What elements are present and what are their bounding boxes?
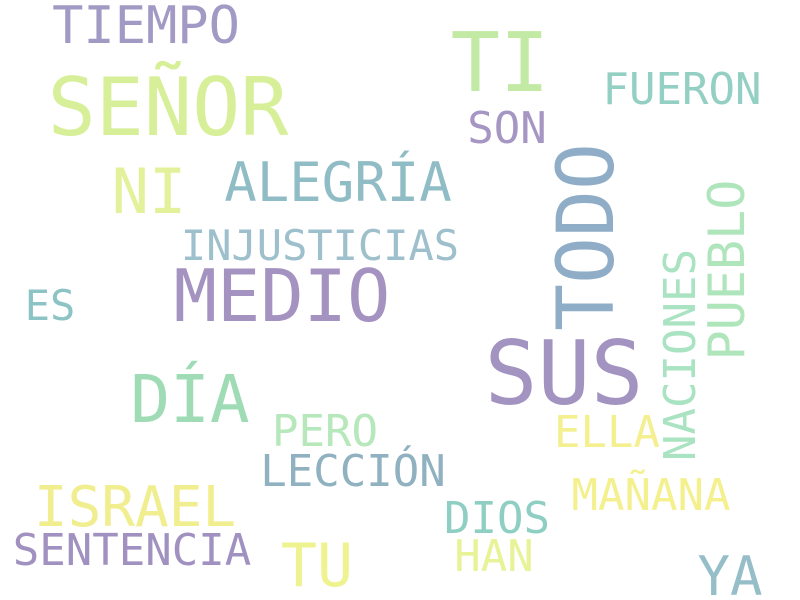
word-dios: DIOS	[444, 493, 550, 544]
word-leccion: LECCIÓN	[260, 446, 446, 497]
word-alegria: ALEGRÍA	[224, 151, 452, 214]
word-israel: ISRAEL	[33, 475, 237, 540]
word-senor: SEÑOR	[47, 61, 289, 154]
word-sentencia: SENTENCIA	[12, 525, 252, 576]
word-ya: YA	[697, 545, 763, 600]
word-sus: SUS	[484, 322, 644, 425]
word-dia: DÍA	[130, 361, 250, 438]
word-ti: TI	[450, 16, 550, 111]
word-pueblo: PUEBLO	[698, 179, 756, 361]
word-es: ES	[24, 281, 76, 330]
word-ella: ELLA	[554, 407, 660, 458]
word-naciones: NACIONES	[655, 249, 706, 461]
word-son: SON	[467, 103, 547, 154]
word-todo: TODO	[542, 143, 632, 331]
word-ni: NI	[111, 155, 187, 228]
word-han: HAN	[454, 531, 534, 582]
word-fueron: FUERON	[602, 64, 762, 115]
word-manana: MAÑANA	[571, 470, 731, 521]
word-injusticias: INJUSTICIAS	[180, 221, 460, 270]
word-medio: MEDIO	[173, 254, 391, 338]
word-tu: TU	[280, 531, 354, 600]
word-pero: PERO	[272, 406, 378, 457]
word-tiempo: TIEMPO	[52, 0, 240, 56]
